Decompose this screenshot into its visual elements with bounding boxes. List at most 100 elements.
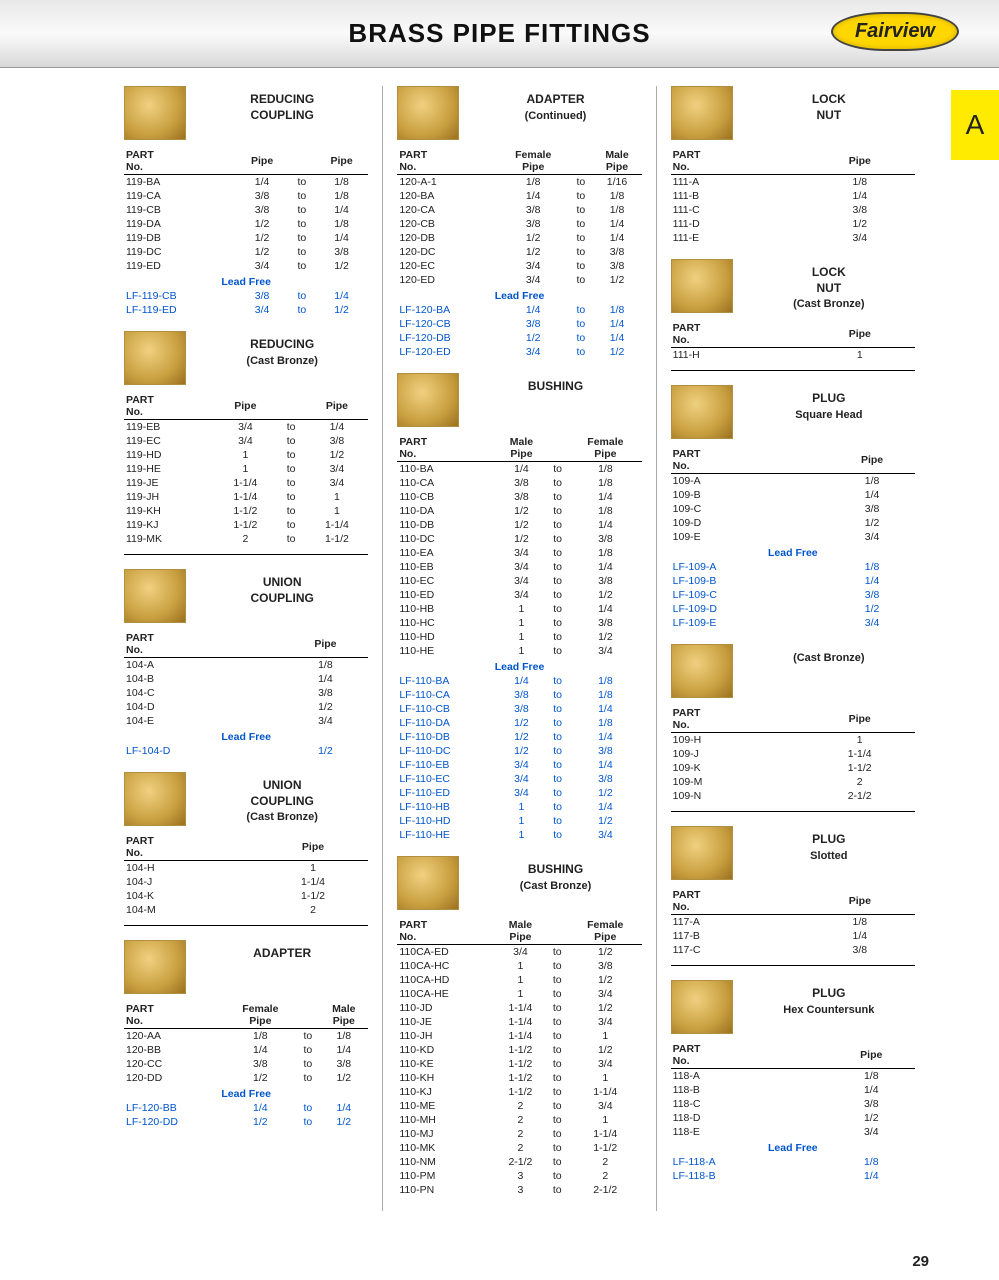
table-row: 120-DC1/2to3/8	[397, 245, 641, 259]
table-row: 110-PN3to2-1/2	[397, 1183, 641, 1197]
table-row: LF-110-DB1/2to1/4	[397, 730, 641, 744]
table-row: 110-KE1-1/2to3/4	[397, 1057, 641, 1071]
table-row: 120-BB1/4to1/4	[124, 1043, 368, 1057]
table-row: 117-A1/8	[671, 915, 915, 930]
table-row: 110-BA1/4to1/8	[397, 462, 641, 477]
catalog-section: REDUCINGCOUPLINGPARTNo.PipePipe119-BA1/4…	[124, 86, 368, 317]
page-number: 29	[912, 1253, 929, 1270]
table-row: 110-EC3/4to3/8	[397, 574, 641, 588]
brand-logo: Fairview	[831, 12, 959, 51]
section-title: LOCKNUT	[743, 86, 915, 123]
table-row: 120-DD1/2to1/2	[124, 1071, 368, 1085]
col-header	[289, 148, 315, 175]
table-row: LF-120-DD1/2to1/2	[124, 1115, 368, 1129]
table-row: 110-NM2-1/2to2	[397, 1155, 641, 1169]
table-row: 120-EC3/4to3/8	[397, 259, 641, 273]
parts-table: PARTNo.PipePipe119-BA1/4to1/8119-CA3/8to…	[124, 148, 368, 317]
lead-free-label: Lead Free	[671, 544, 915, 560]
col-header	[569, 148, 592, 175]
col-header: MalePipe	[495, 918, 546, 945]
table-row: 110-CB3/8to1/4	[397, 490, 641, 504]
catalog-section: (Cast Bronze)PARTNo.Pipe109-H1109-J1-1/4…	[671, 644, 915, 812]
table-row: LF-110-EB3/4to1/4	[397, 758, 641, 772]
col-header	[546, 435, 569, 462]
section-title: UNIONCOUPLING(Cast Bronze)	[196, 772, 368, 825]
section-title: PLUGSquare Head	[743, 385, 915, 422]
table-row: 119-JH1-1/4to1	[124, 490, 368, 504]
table-row: 110-DA1/2to1/8	[397, 504, 641, 518]
catalog-section: UNIONCOUPLINGPARTNo.Pipe104-A1/8104-B1/4…	[124, 569, 368, 758]
lead-free-label: Lead Free	[397, 287, 641, 303]
col-header: PARTNo.	[671, 706, 805, 733]
table-row: 104-J1-1/4	[124, 875, 368, 889]
table-row: LF-120-BB1/4to1/4	[124, 1101, 368, 1115]
table-row: LF-119-CB3/8to1/4	[124, 289, 368, 303]
col-header: FemalePipe	[569, 918, 642, 945]
table-row: 104-D1/2	[124, 700, 368, 714]
catalog-section: LOCKNUT(Cast Bronze)PARTNo.Pipe111-H1	[671, 259, 915, 371]
table-row: 110-MK2to1-1/2	[397, 1141, 641, 1155]
table-row: 110-HD1to1/2	[397, 630, 641, 644]
table-row: LF-110-ED3/4to1/2	[397, 786, 641, 800]
table-row: 104-H1	[124, 861, 368, 876]
col-header: Pipe	[305, 393, 368, 420]
catalog-section: LOCKNUTPARTNo.Pipe111-A1/8111-B1/4111-C3…	[671, 86, 915, 245]
table-row: 119-JE1-1/4to3/4	[124, 476, 368, 490]
table-row: 110-HE1to3/4	[397, 644, 641, 658]
table-row: 117-B1/4	[671, 929, 915, 943]
table-row: 118-C3/8	[671, 1097, 915, 1111]
table-row: 111-E3/4	[671, 231, 915, 245]
table-row: 119-DA1/2to1/8	[124, 217, 368, 231]
table-row: 104-A1/8	[124, 658, 368, 673]
table-row: 119-HE1to3/4	[124, 462, 368, 476]
col-header: PARTNo.	[671, 1042, 828, 1069]
table-row: 109-J1-1/4	[671, 747, 915, 761]
table-row: 110CA-HC1to3/8	[397, 959, 641, 973]
col-header: Pipe	[829, 447, 915, 474]
table-row: 111-H1	[671, 348, 915, 363]
table-row: 110-KD1-1/2to1/2	[397, 1043, 641, 1057]
table-row: 119-MK2to1-1/2	[124, 532, 368, 546]
table-row: 110-DC1/2to3/8	[397, 532, 641, 546]
product-thumb	[671, 980, 733, 1034]
table-row: LF-110-BA1/4to1/8	[397, 674, 641, 688]
parts-table: PARTNo.Pipe118-A1/8118-B1/4118-C3/8118-D…	[671, 1042, 915, 1183]
catalog-section: BUSHINGPARTNo.MalePipeFemalePipe110-BA1/…	[397, 373, 641, 842]
parts-table: PARTNo.Pipe109-H1109-J1-1/4109-K1-1/2109…	[671, 706, 915, 803]
table-row: 104-B1/4	[124, 672, 368, 686]
col-header: Pipe	[282, 631, 368, 658]
col-header: FemalePipe	[224, 1002, 296, 1029]
catalog-section: UNIONCOUPLING(Cast Bronze) PARTNo.Pipe104…	[124, 772, 368, 926]
col-header: PARTNo.	[671, 888, 805, 915]
table-row: LF-109-C3/8	[671, 588, 915, 602]
parts-table: PARTNo.Pipe111-H1	[671, 321, 915, 362]
lead-free-label: Lead Free	[124, 273, 368, 289]
table-row: LF-120-DB1/2to1/4	[397, 331, 641, 345]
divider	[124, 554, 368, 555]
table-row: 110-PM3to2	[397, 1169, 641, 1183]
table-row: 118-A1/8	[671, 1069, 915, 1084]
catalog-section: BUSHING(Cast Bronze)PARTNo.MalePipeFemal…	[397, 856, 641, 1197]
product-thumb	[124, 569, 186, 623]
col-header: Pipe	[828, 1042, 915, 1069]
column-2: ADAPTER(Continued)PARTNo.FemalePipeMaleP…	[383, 86, 656, 1211]
table-row: 104-K1-1/2	[124, 889, 368, 903]
table-row: 109-A1/8	[671, 474, 915, 489]
col-header	[546, 918, 569, 945]
product-thumb	[397, 856, 459, 910]
table-row: 109-B1/4	[671, 488, 915, 502]
table-row: 109-M2	[671, 775, 915, 789]
lead-free-label: Lead Free	[124, 1085, 368, 1101]
column-3: LOCKNUTPARTNo.Pipe111-A1/8111-B1/4111-C3…	[657, 86, 929, 1211]
table-row: 111-B1/4	[671, 189, 915, 203]
table-row: 110-JD1-1/4to1/2	[397, 1001, 641, 1015]
table-row: 118-E3/4	[671, 1125, 915, 1139]
table-row: 119-HD1to1/2	[124, 448, 368, 462]
table-row: LF-120-BA1/4to1/8	[397, 303, 641, 317]
table-row: 109-K1-1/2	[671, 761, 915, 775]
parts-table: PARTNo.Pipe104-H1104-J1-1/4104-K1-1/2104…	[124, 834, 368, 917]
table-row: LF-110-EC3/4to3/8	[397, 772, 641, 786]
table-row: LF-109-E3/4	[671, 616, 915, 630]
section-title: UNIONCOUPLING	[196, 569, 368, 606]
table-row: 110-MH2to1	[397, 1113, 641, 1127]
